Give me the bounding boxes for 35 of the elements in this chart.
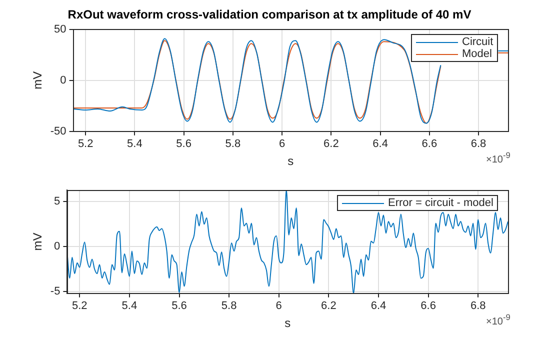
y-tick-label: 50 (54, 23, 66, 36)
y-axis-title: mV (30, 232, 45, 251)
x-tick-label: 6 (276, 300, 282, 312)
x-tick-label: 5.4 (122, 300, 138, 312)
x-tick-label: 6.6 (422, 138, 438, 150)
x-tick-label: 6.4 (372, 138, 388, 150)
line-series (67, 190, 508, 294)
y-tick-label: -5 (50, 286, 60, 298)
x-tick-label: 6.2 (321, 300, 336, 312)
y-axis-title: mV (30, 71, 45, 90)
x-tick-label: 6.8 (470, 138, 486, 150)
x-tick-label: 6.8 (470, 300, 486, 312)
legend-label: Circuit (462, 36, 494, 48)
x-tick-label: 5.8 (221, 300, 237, 312)
x-tick-label: 5.2 (72, 300, 88, 312)
x-tick-label: 6.6 (420, 300, 436, 312)
x-tick-label: 6.2 (324, 138, 339, 150)
x-tick-label: 5.2 (78, 138, 94, 150)
legend-label: Error = circuit - model (388, 197, 494, 209)
y-tick-label: 0 (54, 240, 60, 253)
text: ×10$^{-9}$ (486, 312, 510, 328)
y-tick-label: 0 (60, 74, 66, 86)
x-tick-label: 6.4 (370, 300, 386, 312)
x-tick-label: 5.8 (225, 138, 241, 150)
x-tick-label: 5.6 (176, 138, 192, 150)
x-tick-label: 5.4 (127, 138, 142, 150)
y-tick-label: -50 (50, 125, 66, 138)
x-axis-title: s (284, 316, 291, 330)
x-tick-label: 5.6 (172, 300, 187, 312)
legend-label: Model (462, 48, 492, 60)
x-axis-title: s (288, 154, 294, 168)
text: ×10$^{-9}$ (486, 150, 510, 166)
y-tick-label: 5 (54, 196, 60, 208)
x-tick-label: 6 (278, 138, 286, 150)
chart-title: RxOut waveform cross-validation comparison at tx amplitude of 40 mV (68, 8, 472, 22)
